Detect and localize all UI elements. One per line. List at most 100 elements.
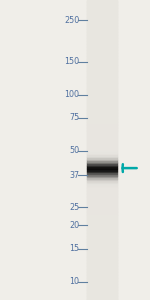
Bar — [87, 129, 117, 130]
Bar — [87, 90, 117, 92]
Bar — [87, 48, 117, 50]
Bar — [87, 130, 117, 132]
Bar — [87, 267, 117, 268]
Bar — [87, 282, 117, 284]
Bar — [87, 261, 117, 262]
Bar — [87, 249, 117, 250]
Bar — [87, 91, 117, 93]
Bar — [87, 0, 117, 2]
Bar — [87, 24, 117, 26]
Bar — [87, 181, 117, 183]
Bar — [87, 235, 117, 237]
Bar — [87, 243, 117, 244]
Bar — [87, 13, 117, 15]
Bar — [87, 226, 117, 228]
Bar — [87, 57, 117, 59]
Bar — [87, 99, 117, 100]
Bar — [87, 178, 117, 180]
Bar — [87, 115, 117, 117]
Bar — [87, 204, 117, 206]
Bar — [87, 94, 117, 96]
Bar — [87, 51, 117, 52]
Bar — [87, 36, 117, 38]
Bar — [87, 165, 117, 167]
Bar — [87, 136, 117, 138]
Bar — [87, 195, 117, 197]
Text: 20: 20 — [69, 221, 80, 230]
Bar — [87, 175, 117, 177]
Bar — [87, 70, 117, 72]
Bar — [87, 67, 117, 69]
Text: 100: 100 — [64, 90, 80, 99]
Bar — [87, 103, 117, 105]
Bar — [87, 256, 117, 258]
Text: 75: 75 — [69, 113, 80, 122]
Bar — [87, 19, 117, 21]
Bar — [87, 133, 117, 135]
Bar — [87, 43, 117, 45]
Bar — [87, 172, 117, 174]
Bar — [87, 108, 117, 109]
Bar — [87, 253, 117, 255]
Bar — [87, 228, 117, 230]
Bar — [87, 124, 117, 126]
Bar — [87, 78, 117, 80]
Bar — [87, 276, 117, 278]
Bar — [87, 139, 117, 141]
Bar — [87, 123, 117, 124]
Bar — [87, 30, 117, 32]
Bar — [87, 250, 117, 252]
Bar — [87, 298, 117, 300]
Bar — [87, 64, 117, 66]
Bar — [87, 234, 117, 236]
Bar — [87, 4, 117, 6]
Bar — [87, 288, 117, 290]
Bar — [87, 213, 117, 214]
Bar — [87, 259, 117, 261]
Text: 50: 50 — [69, 146, 80, 155]
Bar — [87, 168, 117, 169]
Bar — [87, 214, 117, 216]
Bar — [87, 169, 117, 171]
Bar — [87, 16, 117, 18]
Bar — [87, 286, 117, 288]
Text: 25: 25 — [69, 203, 80, 212]
Bar — [87, 118, 117, 120]
Bar — [87, 15, 117, 16]
Bar — [87, 237, 117, 239]
Bar — [87, 174, 117, 176]
Bar — [87, 7, 117, 9]
Bar — [87, 156, 117, 158]
Bar — [87, 106, 117, 108]
Bar — [87, 180, 117, 182]
Bar — [87, 240, 117, 242]
Bar — [87, 97, 117, 99]
Bar — [87, 135, 117, 137]
Bar — [87, 132, 117, 134]
Bar — [87, 73, 117, 75]
Text: 37: 37 — [69, 171, 80, 180]
Bar — [87, 166, 117, 168]
Bar — [87, 211, 117, 213]
Bar — [87, 232, 117, 234]
Bar — [87, 85, 117, 87]
Bar — [87, 39, 117, 41]
Bar — [87, 274, 117, 276]
Bar — [87, 283, 117, 285]
Bar — [87, 277, 117, 279]
Bar — [87, 144, 117, 146]
Bar — [87, 159, 117, 161]
Bar — [87, 88, 117, 90]
Bar — [87, 208, 117, 210]
Bar — [87, 76, 117, 78]
Bar — [87, 193, 117, 195]
Bar — [87, 154, 117, 156]
Bar — [87, 42, 117, 43]
Bar — [87, 151, 117, 153]
Bar — [87, 112, 117, 114]
Bar — [87, 153, 117, 154]
Bar — [87, 190, 117, 192]
Bar — [87, 270, 117, 272]
Bar — [87, 280, 117, 282]
Bar — [87, 79, 117, 81]
